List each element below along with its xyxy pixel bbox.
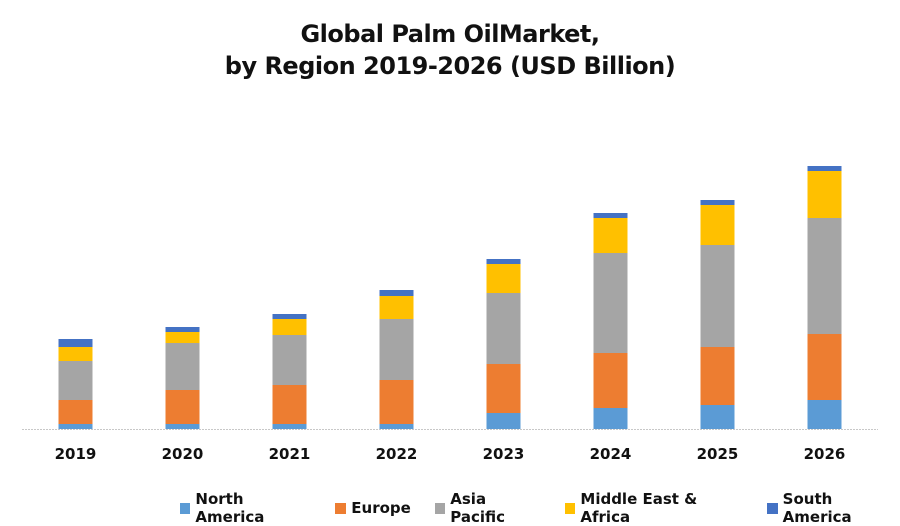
bars-group [58,166,842,429]
bar-segment-asia-pacific-2023 [486,293,521,364]
bar-segment-north-america-2019 [58,424,93,429]
bar-segment-north-america-2021 [272,424,307,429]
bar-segment-europe-2019 [58,400,93,424]
bar-segment-south-america-2025 [700,200,735,205]
x-tick-label: 2020 [162,445,204,463]
legend-swatch [564,502,576,514]
bar-segment-middle-east-africa-2026 [807,171,842,218]
bar-segment-south-america-2021 [272,314,307,319]
x-tick-label: 2019 [55,445,97,463]
bar-segment-north-america-2020 [165,424,200,429]
bar-segment-middle-east-africa-2020 [165,332,200,343]
bar-segment-north-america-2023 [486,413,521,429]
legend-label: Middle East & Africa [580,490,698,526]
bar-segment-south-america-2022 [379,290,414,296]
legend-swatch [335,502,347,514]
x-tick-label: 2026 [804,445,846,463]
legend: North America Europe Asia Pacific Middle Ea… [180,490,900,526]
bar-segment-europe-2023 [486,364,521,413]
legend-label: Europe [351,499,411,517]
bar-segment-north-america-2024 [593,408,628,429]
bar-segment-south-america-2024 [593,213,628,218]
legend-label: South America [782,490,852,526]
bar-segment-asia-pacific-2019 [58,361,93,400]
bar-segment-middle-east-africa-2022 [379,296,414,319]
legend-swatch [434,502,446,514]
bar-segment-europe-2022 [379,380,414,424]
bar-segment-asia-pacific-2022 [379,319,414,380]
legend-item: Asia Pacific [434,490,541,526]
legend-item: Europe [335,499,411,517]
bar-segment-south-america-2019 [58,339,93,347]
x-tick-label: 2022 [376,445,418,463]
chart-subtitle: by Region 2019-2026 (USD Billion) [224,52,676,80]
bar-segment-asia-pacific-2021 [272,335,307,385]
x-tick-label: 2025 [697,445,739,463]
chart-title: Global Palm OilMarket, by Region 2019-20… [0,18,900,82]
bar-segment-north-america-2022 [379,424,414,429]
bar-segment-europe-2021 [272,385,307,424]
bar-segment-asia-pacific-2020 [165,343,200,390]
legend-item: Middle East & Africa [564,490,743,526]
bar-segment-middle-east-africa-2019 [58,347,93,361]
bar-segment-asia-pacific-2024 [593,253,628,353]
x-tick-label: 2023 [483,445,525,463]
x-tick-label: 2024 [590,445,632,463]
bar-segment-europe-2025 [700,347,735,405]
bar-segment-europe-2024 [593,353,628,408]
legend-item: South America [767,490,900,526]
legend-item: North America [180,490,311,526]
bar-segment-middle-east-africa-2025 [700,205,735,245]
legend-label: Asia Pacific [450,490,506,526]
x-tick-labels: 2019 2020 2021 2022 2023 2024 2025 2026 [55,445,846,463]
bar-segment-south-america-2020 [165,327,200,332]
bar-segment-middle-east-africa-2023 [486,264,521,293]
bar-segment-middle-east-africa-2021 [272,319,307,335]
legend-swatch [767,502,778,514]
bar-segment-north-america-2026 [807,400,842,429]
bar-segment-asia-pacific-2026 [807,218,842,334]
bar-segment-north-america-2025 [700,405,735,429]
bar-segment-europe-2020 [165,390,200,424]
bar-segment-europe-2026 [807,334,842,400]
legend-label: North America [195,490,265,526]
bar-segment-south-america-2023 [486,259,521,264]
x-tick-label: 2021 [269,445,311,463]
legend-swatch [180,502,191,514]
chart-title-line1: Global Palm OilMarket, [300,20,600,48]
bar-segment-middle-east-africa-2024 [593,218,628,253]
bar-segment-asia-pacific-2025 [700,245,735,347]
bar-segment-south-america-2026 [807,166,842,171]
